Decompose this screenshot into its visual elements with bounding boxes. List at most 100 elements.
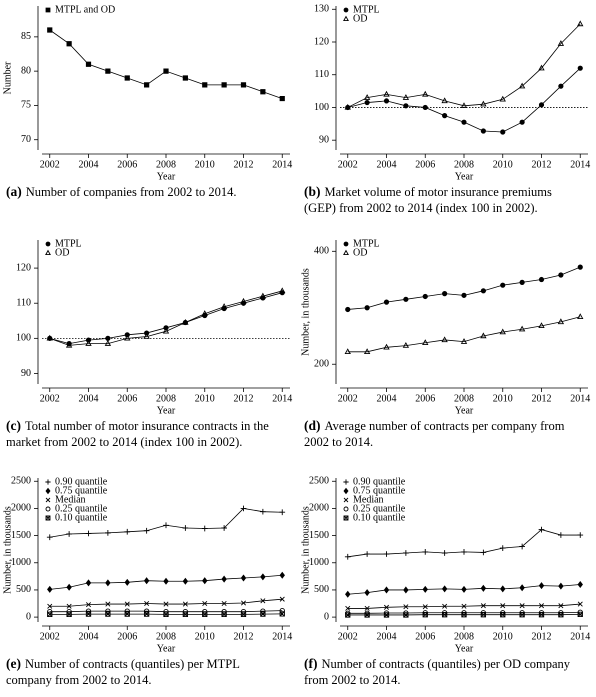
data-point <box>383 612 390 618</box>
y-tick-label: 1000 <box>309 557 329 568</box>
data-point <box>240 505 247 512</box>
data-point <box>500 612 506 618</box>
data-point <box>500 603 506 609</box>
data-point <box>441 550 448 556</box>
data-point <box>422 604 428 610</box>
legend-label: Median <box>55 494 86 505</box>
data-point <box>364 551 370 557</box>
legend-label: 0.90 quantile <box>55 476 108 487</box>
data-point <box>403 103 409 109</box>
x-tick-label: 2014 <box>272 631 292 642</box>
data-point <box>461 585 467 593</box>
y-tick-label: 1000 <box>11 557 31 568</box>
data-point <box>461 292 467 298</box>
data-point <box>201 525 208 532</box>
data-point <box>499 95 506 102</box>
data-point <box>46 534 53 541</box>
data-point <box>182 577 189 585</box>
data-point <box>538 322 545 329</box>
data-point <box>105 335 111 341</box>
panel: 90 100 110 120 130 2002 2004 2006 2008 2010 2012 20… <box>314 4 590 183</box>
x-axis-label: Year <box>455 405 474 416</box>
y-tick-label: 70 <box>21 134 31 145</box>
x-tick-label: 2006 <box>415 393 435 404</box>
y-tick-label: 120 <box>16 262 31 273</box>
data-point <box>460 102 468 109</box>
data-point <box>499 328 506 335</box>
data-point <box>259 292 267 299</box>
y-tick-label: 90 <box>21 368 31 379</box>
y-tick-label: 2500 <box>309 476 329 487</box>
data-point <box>461 612 467 618</box>
x-tick-label: 2004 <box>377 159 397 170</box>
data-point <box>558 582 564 590</box>
y-tick-label: 200 <box>314 359 329 370</box>
series-line <box>49 598 283 607</box>
caption-text: Number of contracts (quantiles) per MTPL… <box>6 657 240 687</box>
data-point <box>480 584 487 592</box>
data-point <box>519 612 525 618</box>
x-tick-label: 2012 <box>234 159 254 170</box>
legend-marker <box>343 15 349 22</box>
data-point <box>383 98 390 104</box>
x-tick-label: 2008 <box>454 631 474 642</box>
x-tick-label: 2010 <box>493 393 513 404</box>
data-point <box>202 601 208 607</box>
legend-marker <box>45 497 51 503</box>
data-point <box>182 611 189 618</box>
legend-marker <box>343 506 349 512</box>
data-point <box>279 611 285 617</box>
data-point <box>105 68 111 74</box>
x-tick-label: 2004 <box>79 159 99 170</box>
y-axis-label: Number, in thousands <box>300 506 311 594</box>
data-point <box>557 40 565 46</box>
data-point <box>402 94 410 100</box>
legend-marker <box>45 241 51 247</box>
legend-label: 0.10 quantile <box>353 512 406 523</box>
legend-marker <box>45 515 51 521</box>
data-point <box>182 318 189 325</box>
data-point <box>85 579 92 587</box>
data-point <box>364 99 370 106</box>
legend-label: MTPL <box>55 238 82 249</box>
panel: 0 500 1000 1500 2000 2500 2002 2004 2006 2008 2010… <box>300 476 590 655</box>
data-point <box>364 612 370 618</box>
data-point <box>403 586 409 594</box>
data-point <box>519 119 525 125</box>
x-axis-label: Year <box>157 405 176 416</box>
data-point <box>422 339 429 345</box>
y-tick-label: 100 <box>16 333 31 344</box>
data-point <box>240 82 247 88</box>
panel: 200 400 2002 2004 2006 2008 2010 2012 2014 Year Nu… <box>300 238 590 416</box>
data-point <box>260 573 266 581</box>
data-point <box>480 100 487 107</box>
y-tick-label: 75 <box>21 100 31 111</box>
data-point <box>363 348 371 355</box>
data-point <box>260 508 266 515</box>
x-tick-label: 2002 <box>338 393 358 404</box>
data-point <box>221 525 227 531</box>
series-line <box>49 290 283 346</box>
legend-label: 0.25 quantile <box>55 503 108 514</box>
caption-text: Market volume of motor insurance premium… <box>304 185 552 215</box>
caption: (f) Number of contracts (quantiles) per O… <box>304 656 586 688</box>
legend-marker <box>45 487 51 495</box>
caption: (c) Total number of motor insurance contr… <box>6 418 288 450</box>
x-tick-label: 2006 <box>117 159 137 170</box>
data-point <box>201 310 208 316</box>
data-point <box>480 332 487 339</box>
series-line <box>49 610 283 613</box>
data-point <box>383 551 390 557</box>
caption-label: (f) <box>304 656 318 671</box>
data-point <box>538 276 545 283</box>
x-axis-label: Year <box>157 171 176 182</box>
series-line <box>49 29 283 99</box>
x-tick-label: 2014 <box>272 393 292 404</box>
data-point <box>558 612 564 618</box>
legend-label: MTPL <box>353 4 380 15</box>
data-point <box>162 327 170 334</box>
data-point <box>105 611 111 617</box>
data-point <box>480 549 487 556</box>
data-point <box>143 611 150 617</box>
